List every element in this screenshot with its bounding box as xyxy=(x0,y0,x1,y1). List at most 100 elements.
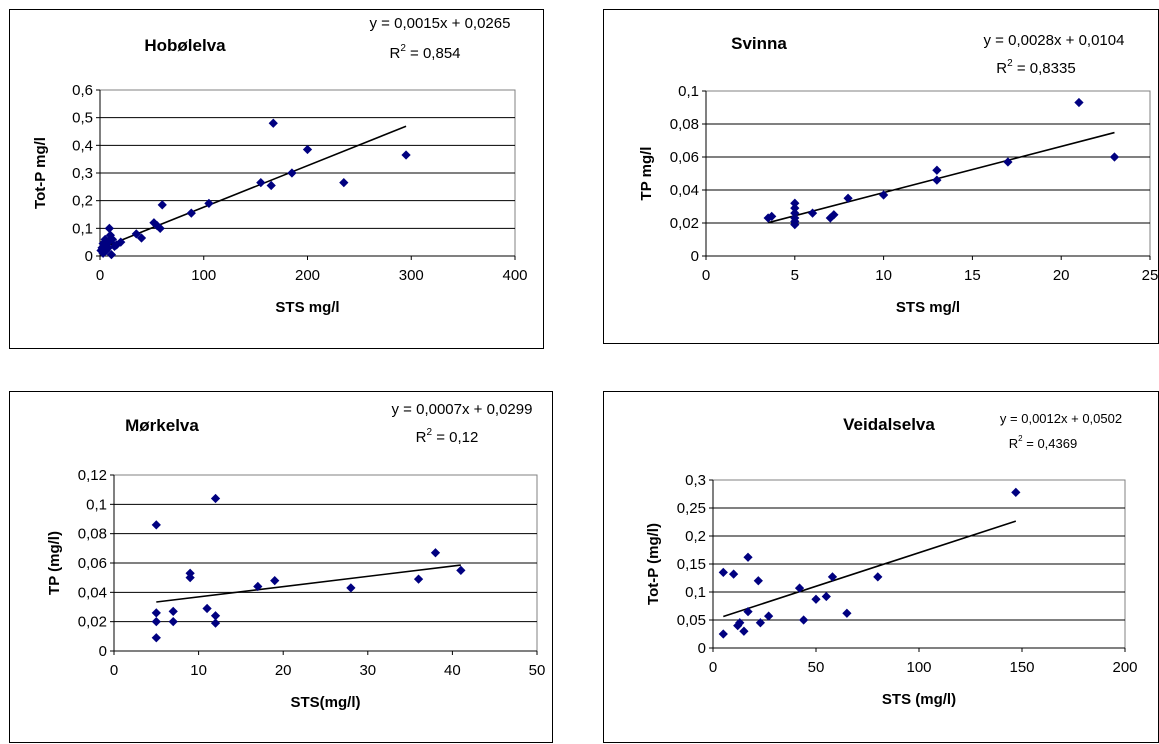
chart-svinna: 0 0,02 0,04 0,06 0,08 0,1 0 5 10 15 20 25 STS mg/l TP… xyxy=(638,32,1159,316)
y-axis-title: TP mg/l xyxy=(638,147,655,201)
data-point xyxy=(210,618,221,628)
x-tick-label: 300 xyxy=(399,267,424,284)
data-point xyxy=(1074,97,1084,108)
data-point xyxy=(104,223,114,233)
data-point xyxy=(456,565,466,575)
data-point xyxy=(204,198,214,209)
data-point xyxy=(739,626,749,636)
y-tick-label: 0,1 xyxy=(678,83,699,100)
data-point xyxy=(843,193,853,203)
x-tick-label: 200 xyxy=(1112,659,1137,676)
r-squared-value: = 0,8335 xyxy=(1013,60,1076,77)
x-tick-label: 20 xyxy=(1053,267,1070,284)
r-squared-exponent: 2 xyxy=(1007,58,1013,69)
x-tick-label: 25 xyxy=(1142,267,1159,284)
x-axis-title: STS(mg/l) xyxy=(291,694,361,711)
data-point xyxy=(151,520,161,530)
data-point xyxy=(827,572,838,582)
trendline xyxy=(156,564,461,603)
y-tick-label: 0,08 xyxy=(670,116,699,133)
x-tick-label: 0 xyxy=(702,267,710,284)
chart-panel-hobolelva: 0 0,1 0,2 0,3 0,4 0,5 0,6 0 100 200 300 400 STS mg/l… xyxy=(9,9,544,349)
x-axis-title: STS mg/l xyxy=(896,299,960,316)
data-point xyxy=(718,629,728,639)
data-point xyxy=(106,249,117,260)
data-point xyxy=(253,581,263,592)
chart-morkelva: 0 0,02 0,04 0,06 0,08 0,1 0,12 0 10 20 30 40 50 STS(m… xyxy=(46,401,545,711)
data-point xyxy=(266,180,276,191)
r-squared-label: R2 = 0,12 xyxy=(416,427,479,446)
data-point xyxy=(728,569,739,579)
chart-title: Hobølelva xyxy=(144,36,226,55)
data-point xyxy=(790,208,800,218)
y-tick-label: 0,02 xyxy=(78,614,107,631)
data-point xyxy=(339,178,349,188)
y-tick-label: 0,1 xyxy=(685,584,706,601)
y-tick-label: 0 xyxy=(99,643,107,660)
y-tick-label: 0,6 xyxy=(72,82,93,99)
plot-area xyxy=(705,90,1151,257)
data-point xyxy=(743,606,753,617)
y-tick-label: 0,25 xyxy=(677,500,706,517)
r-squared-symbol: R xyxy=(389,45,400,62)
chart-title: Veidalselva xyxy=(843,415,935,434)
y-tick-label: 0,06 xyxy=(670,149,699,166)
x-tick-label: 0 xyxy=(709,659,717,676)
x-axis-title: STS (mg/l) xyxy=(882,691,956,708)
y-tick-label: 0,12 xyxy=(78,467,107,484)
data-point xyxy=(829,210,839,220)
y-axis-title: Tot-P mg/l xyxy=(32,137,49,209)
data-point xyxy=(763,611,774,621)
x-axis-title: STS mg/l xyxy=(275,299,339,316)
x-tick-label: 150 xyxy=(1009,659,1034,676)
x-tick-label: 10 xyxy=(875,267,892,284)
data-point xyxy=(116,237,126,247)
data-point xyxy=(185,568,195,578)
r-squared-symbol: R xyxy=(416,429,427,446)
chart-title: Svinna xyxy=(731,34,787,53)
r-squared-symbol: R xyxy=(996,60,1007,77)
data-point xyxy=(932,175,942,185)
r-squared-value: = 0,854 xyxy=(406,45,461,62)
y-tick-label: 0 xyxy=(698,640,706,657)
r-squared-exponent: 2 xyxy=(400,43,406,54)
data-point xyxy=(735,618,745,628)
r-squared-value: = 0,4369 xyxy=(1023,436,1078,451)
y-tick-label: 0,04 xyxy=(78,584,107,601)
y-tick-label: 0,2 xyxy=(72,193,93,210)
trendline xyxy=(767,131,1115,224)
data-point xyxy=(268,118,278,128)
y-tick-label: 0 xyxy=(691,248,699,265)
y-tick-label: 0,4 xyxy=(72,137,93,154)
data-point xyxy=(270,575,280,586)
trendline xyxy=(99,125,407,250)
data-point xyxy=(302,144,313,155)
y-axis-title: Tot-P (mg/l) xyxy=(645,523,662,605)
data-point xyxy=(767,211,777,222)
chart-title: Mørkelva xyxy=(125,416,199,435)
y-tick-label: 0,5 xyxy=(72,110,93,127)
y-tick-label: 0,08 xyxy=(78,526,107,543)
data-point xyxy=(157,200,167,210)
data-point xyxy=(346,583,356,593)
data-point xyxy=(202,603,212,614)
x-tick-label: 100 xyxy=(191,267,216,284)
data-point xyxy=(718,567,728,578)
r-squared-label: R2 = 0,854 xyxy=(389,43,460,62)
y-tick-label: 0,04 xyxy=(670,182,699,199)
x-tick-label: 100 xyxy=(906,659,931,676)
trendline-equation: y = 0,0007x + 0,0299 xyxy=(392,401,533,418)
r-squared-exponent: 2 xyxy=(426,427,432,438)
y-tick-label: 0,15 xyxy=(677,556,706,573)
chart-panel-veidalselva: 0 0,05 0,1 0,15 0,2 0,25 0,3 0 50 100 150 200 STS (m… xyxy=(603,391,1159,743)
r-squared-exponent: 2 xyxy=(1018,434,1023,443)
data-point xyxy=(287,168,297,178)
data-point xyxy=(430,548,441,558)
r-squared-symbol: R xyxy=(1009,436,1018,451)
data-point xyxy=(811,594,821,604)
data-point xyxy=(168,606,178,617)
data-point xyxy=(753,576,763,586)
data-point xyxy=(131,229,141,239)
data-point xyxy=(168,617,178,627)
chart-panel-svinna: 0 0,02 0,04 0,06 0,08 0,1 0 5 10 15 20 25 STS mg/l TP… xyxy=(603,9,1159,344)
